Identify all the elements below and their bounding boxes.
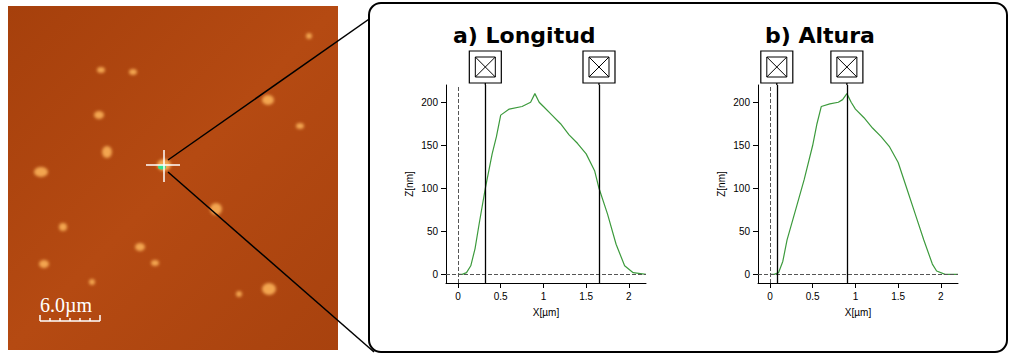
svg-text:50: 50: [427, 226, 439, 237]
svg-text:Z[nm]: Z[nm]: [716, 171, 727, 197]
svg-text:1: 1: [853, 291, 859, 302]
svg-text:100: 100: [421, 183, 438, 194]
svg-text:b) Altura: b) Altura: [765, 23, 875, 48]
svg-text:0: 0: [455, 291, 461, 302]
svg-text:100: 100: [733, 183, 750, 194]
svg-text:0: 0: [744, 269, 750, 280]
svg-text:X[µm]: X[µm]: [845, 307, 872, 318]
svg-text:0.5: 0.5: [494, 291, 508, 302]
svg-text:200: 200: [733, 97, 750, 108]
svg-text:150: 150: [733, 140, 750, 151]
svg-text:150: 150: [421, 140, 438, 151]
svg-text:6.0µm: 6.0µm: [40, 294, 93, 317]
svg-text:0.5: 0.5: [806, 291, 820, 302]
svg-text:2: 2: [626, 291, 632, 302]
svg-text:Z[nm]: Z[nm]: [404, 171, 415, 197]
svg-text:a) Longitud: a) Longitud: [453, 23, 596, 48]
svg-text:2: 2: [938, 291, 944, 302]
svg-text:0: 0: [767, 291, 773, 302]
svg-text:1.5: 1.5: [579, 291, 593, 302]
svg-text:50: 50: [739, 226, 751, 237]
svg-text:X[µm]: X[µm]: [533, 307, 560, 318]
svg-text:1.5: 1.5: [891, 291, 905, 302]
svg-text:1: 1: [541, 291, 547, 302]
svg-text:0: 0: [432, 269, 438, 280]
svg-text:200: 200: [421, 97, 438, 108]
